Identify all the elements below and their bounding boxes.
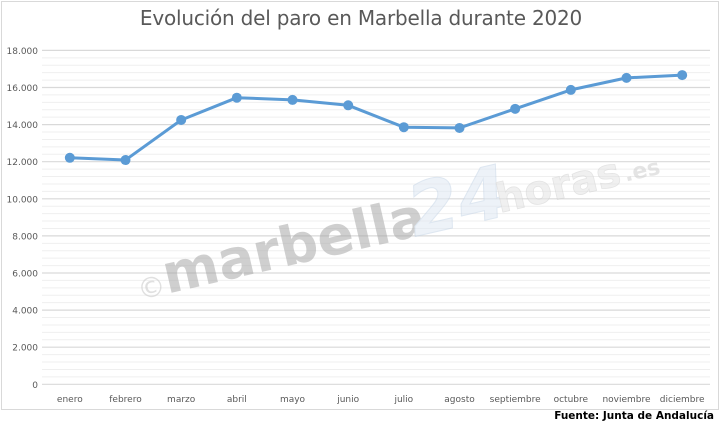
- data-point-noviembre: [621, 72, 632, 83]
- y-tick-label: 10.000: [7, 195, 39, 205]
- x-tick-label: enero: [57, 395, 83, 405]
- data-point-diciembre: [677, 70, 688, 81]
- y-tick-label: 4.000: [12, 307, 38, 317]
- x-tick-label: agosto: [444, 395, 475, 405]
- x-tick-label: abril: [227, 395, 247, 405]
- x-tick-label: mayo: [280, 395, 306, 405]
- data-point-julio: [398, 122, 409, 133]
- source-note: Fuente: Junta de Andalucía: [554, 410, 714, 422]
- y-tick-label: 12.000: [7, 158, 39, 168]
- data-point-febrero: [120, 155, 131, 166]
- x-tick-label: octubre: [554, 395, 589, 405]
- y-tick-label: 8.000: [12, 232, 38, 242]
- major-gridlines: [42, 49, 710, 385]
- data-point-marzo: [176, 114, 187, 125]
- watermark-horas: horas: [492, 149, 626, 222]
- x-tick-label: noviembre: [602, 395, 651, 405]
- y-tick-label: 2.000: [12, 344, 38, 354]
- x-axis-labels: enero febrero marzo abril mayo junio julio agos…: [57, 395, 705, 405]
- x-tick-label: febrero: [109, 395, 142, 405]
- y-tick-label: 6.000: [12, 270, 38, 280]
- minor-gridlines: [42, 57, 710, 378]
- chart-frame: [1, 1, 719, 410]
- x-tick-label: julio: [393, 395, 413, 405]
- x-tick-label: marzo: [167, 395, 196, 405]
- watermark-24: 24: [400, 149, 517, 253]
- y-tick-label: 14.000: [7, 121, 39, 131]
- watermark: © marbella 24 horas .es: [134, 148, 663, 307]
- y-tick-label: 16.000: [7, 84, 39, 94]
- data-point-enero: [64, 152, 75, 163]
- x-tick-label: diciembre: [660, 395, 705, 405]
- y-axis-labels: 0 2.000 4.000 6.000 8.000 10.000 12.000 14.000 1…: [7, 47, 39, 391]
- chart-title: Evolución del paro en Marbella durante 2…: [139, 6, 583, 30]
- data-point-mayo: [287, 94, 298, 105]
- data-point-junio: [343, 100, 354, 111]
- series-line: [69, 73, 683, 162]
- x-tick-label: septiembre: [490, 395, 541, 405]
- data-point-septiembre: [510, 103, 521, 114]
- watermark-es: .es: [622, 155, 663, 188]
- y-tick-label: 18.000: [7, 47, 39, 57]
- data-point-octubre: [565, 84, 576, 95]
- data-point-agosto: [454, 122, 465, 133]
- x-tick-label: junio: [336, 395, 359, 405]
- y-tick-label: 0: [32, 381, 38, 391]
- series-paro: [64, 70, 688, 166]
- data-point-abril: [231, 92, 242, 103]
